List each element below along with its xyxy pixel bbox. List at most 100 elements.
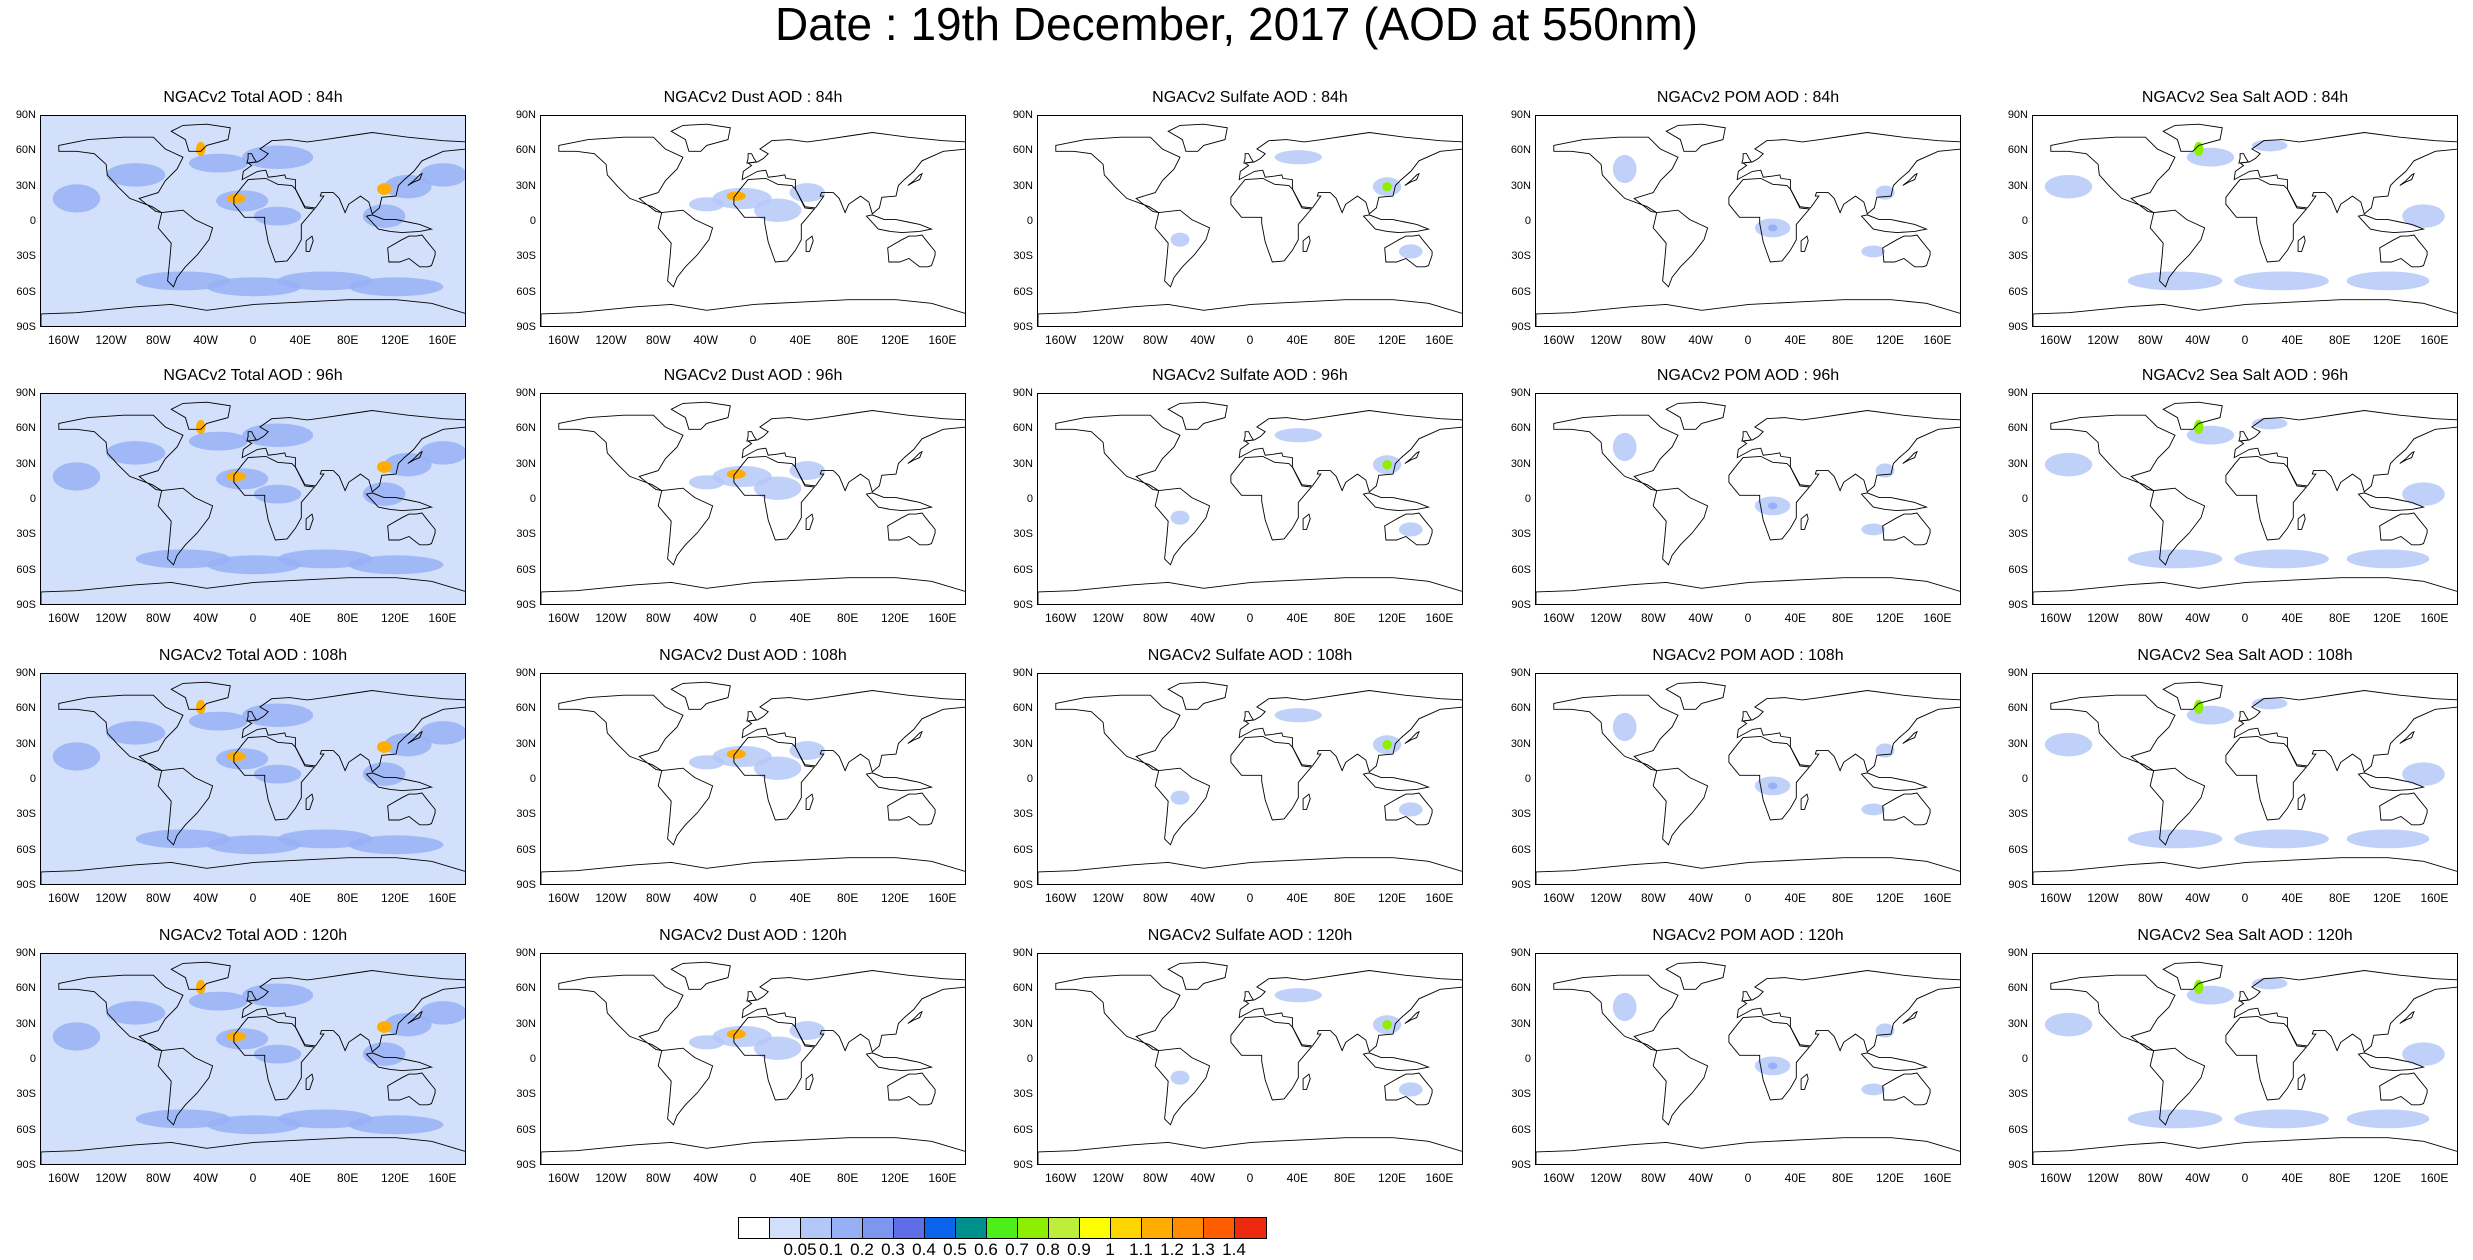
coastline-greenland bbox=[170, 681, 231, 710]
aod-hotspot-0 bbox=[1382, 1019, 1392, 1030]
lon-tick-label: 120W bbox=[2087, 1171, 2119, 1185]
lon-tick-label: 160W bbox=[547, 891, 580, 905]
map-panel-dust-84h: NGACv2 Dust AOD : 84h 90N 60N 30N 0 30S 60S 90S… bbox=[500, 89, 970, 350]
lat-tick-label: 60N bbox=[1510, 144, 1531, 157]
coastline-madagascar bbox=[1302, 793, 1311, 810]
coastline-australia bbox=[887, 1072, 936, 1106]
lat-tick-label: 90N bbox=[515, 667, 536, 679]
lon-tick-label: 40E bbox=[789, 333, 811, 347]
lon-tick-label: 0 bbox=[1246, 1171, 1254, 1185]
coastline-madagascar bbox=[1800, 235, 1809, 252]
lon-tick-label: 120W bbox=[95, 333, 127, 347]
coastline-madagascar bbox=[1302, 513, 1311, 530]
lat-tick-label: 90S bbox=[516, 879, 536, 891]
lon-tick-label: 40E bbox=[1286, 891, 1308, 905]
aod-plume-1 bbox=[754, 198, 802, 222]
lat-tick-label: 60N bbox=[2007, 422, 2028, 435]
colorbar-swatch-3 bbox=[832, 1218, 863, 1238]
coastline-madagascar bbox=[2297, 513, 2306, 530]
coastline-australia bbox=[1882, 792, 1931, 826]
aod-background-field bbox=[541, 674, 965, 884]
coastline-japan bbox=[2399, 172, 2415, 186]
map-area bbox=[40, 673, 466, 885]
aod-hotspot-0 bbox=[2193, 419, 2204, 435]
lon-tick-label: 80E bbox=[836, 611, 859, 625]
lat-tick-label: 30N bbox=[515, 179, 536, 192]
coastline-north-america bbox=[58, 694, 184, 772]
map-panel-dust-120h: NGACv2 Dust AOD : 120h 90N 60N 30N 0 30S 60S 90… bbox=[500, 927, 970, 1188]
coastline-madagascar bbox=[805, 513, 814, 530]
coastline-africa bbox=[1728, 177, 1811, 263]
map-svg bbox=[2033, 674, 2457, 884]
coastline-japan bbox=[1902, 450, 1918, 464]
lon-tick-label: 40E bbox=[789, 1171, 811, 1185]
coastline-eurasia bbox=[2233, 132, 2457, 215]
lon-tick-label: 0 bbox=[1246, 333, 1254, 347]
lat-tick-label: 90S bbox=[516, 321, 536, 333]
lon-tick-label: 160W bbox=[47, 611, 80, 625]
colorbar-tick-label: 1.2 bbox=[1160, 1240, 1184, 1259]
coastline-japan bbox=[1404, 172, 1420, 186]
coastline-indonesia bbox=[2357, 492, 2426, 512]
coastline-japan bbox=[907, 450, 923, 464]
coastline-indonesia bbox=[865, 214, 934, 234]
coastline-uk bbox=[746, 431, 758, 442]
lon-tick-label: 160E bbox=[428, 1171, 457, 1185]
coastline-uk bbox=[2238, 991, 2250, 1002]
lon-tick-label: 80W bbox=[645, 333, 671, 347]
coastline-uk bbox=[746, 153, 758, 164]
coastline-uk bbox=[1741, 991, 1753, 1002]
map-svg bbox=[541, 674, 965, 884]
coastline-south-america bbox=[1652, 209, 1709, 288]
coastline-madagascar bbox=[805, 1073, 814, 1090]
lon-tick-label: 120E bbox=[380, 891, 410, 905]
coastline-uk bbox=[1243, 991, 1255, 1002]
coastline-uk bbox=[246, 991, 258, 1002]
coastline-japan bbox=[2399, 730, 2415, 744]
aod-background-field bbox=[2033, 116, 2457, 326]
lat-tick-label: 90N bbox=[2007, 109, 2028, 121]
map-area bbox=[540, 673, 966, 885]
aod-hotspot-0 bbox=[1767, 782, 1778, 790]
aod-plume-4 bbox=[277, 829, 373, 849]
lon-tick-label: 80E bbox=[1831, 891, 1854, 905]
lon-tick-label: 160E bbox=[1923, 1171, 1952, 1185]
aod-hotspot-0 bbox=[226, 193, 246, 204]
aod-plume-2 bbox=[789, 1021, 825, 1040]
coastline-north-america bbox=[1055, 136, 1181, 214]
map-svg bbox=[1536, 116, 1960, 326]
aod-plume-6 bbox=[419, 1001, 465, 1025]
lon-tick-label: 80E bbox=[1333, 891, 1356, 905]
lat-tick-label: 60S bbox=[16, 285, 36, 298]
lat-tick-label: 0 bbox=[529, 493, 536, 505]
lat-tick-label: 0 bbox=[529, 773, 536, 785]
lat-tick-label: 30N bbox=[15, 179, 36, 192]
lon-tick-label: 160E bbox=[1425, 1171, 1454, 1185]
lon-tick-label: 160W bbox=[2039, 891, 2072, 905]
aod-plume-0 bbox=[106, 163, 166, 187]
map-svg bbox=[541, 954, 965, 1164]
coastline-uk bbox=[746, 991, 758, 1002]
lat-tick-label: 90S bbox=[16, 879, 36, 891]
map-svg bbox=[41, 674, 465, 884]
coastline-africa bbox=[233, 455, 316, 541]
lon-tick-label: 120W bbox=[595, 891, 627, 905]
aod-plume-8 bbox=[384, 732, 432, 757]
lat-tick-label: 60S bbox=[516, 843, 536, 856]
lon-tick-label: 160E bbox=[2420, 1171, 2449, 1185]
aod-plume-0 bbox=[106, 441, 166, 465]
coastline-south-america bbox=[1652, 1047, 1709, 1126]
aod-plume-2 bbox=[789, 183, 825, 202]
lon-tick-label: 120E bbox=[880, 333, 910, 347]
lat-tick-label: 60N bbox=[1012, 144, 1033, 157]
coastline-greenland bbox=[2162, 123, 2223, 152]
map-area bbox=[2032, 673, 2458, 885]
lat-tick-label: 0 bbox=[529, 1053, 536, 1065]
map-area bbox=[1535, 673, 1961, 885]
aod-plume-4 bbox=[2402, 762, 2445, 786]
map-panel-dust-108h: NGACv2 Dust AOD : 108h 90N 60N 30N 0 30S 60S 90… bbox=[500, 647, 970, 908]
coastline-greenland bbox=[1167, 123, 1228, 152]
lat-tick-label: 90N bbox=[1510, 109, 1531, 121]
coastline-antarctica bbox=[2033, 857, 2457, 884]
aod-plume-2 bbox=[2234, 1109, 2329, 1129]
